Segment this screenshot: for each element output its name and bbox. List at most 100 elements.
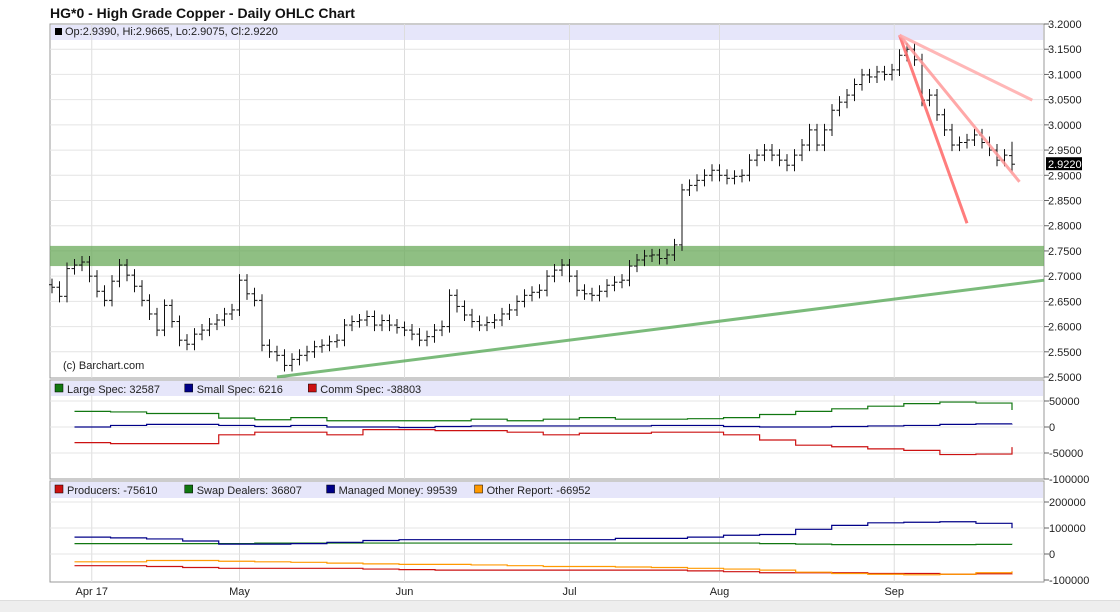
y-tick-label: 3.1500 xyxy=(1048,44,1082,56)
ohlc-bar xyxy=(874,65,880,84)
y-tick-label: 2.6500 xyxy=(1048,296,1082,308)
ohlc-bar xyxy=(469,308,475,328)
ohlc-bar xyxy=(169,299,175,328)
legend-swatch xyxy=(326,484,335,494)
ohlc-bar xyxy=(716,164,723,182)
resistance-zone xyxy=(50,245,1044,267)
ohlc-bar xyxy=(251,287,258,307)
y-tick-label: 0 xyxy=(1049,549,1055,561)
legend-swatch xyxy=(184,383,193,393)
y-tick-label: 3.1000 xyxy=(1048,69,1082,81)
x-tick-label: Apr 17 xyxy=(76,586,108,598)
ohlc-bar xyxy=(1009,141,1015,172)
y-tick-label: 2.9000 xyxy=(1048,170,1082,182)
ohlc-bar xyxy=(964,133,970,149)
x-tick-label: May xyxy=(229,586,250,598)
y-tick-label: 2.8500 xyxy=(1048,196,1082,208)
ohlc-bar xyxy=(859,68,865,91)
ohlc-bar xyxy=(386,314,393,332)
ohlc-bar xyxy=(619,274,625,289)
ohlc-bar xyxy=(521,289,528,308)
ohlc-bar xyxy=(259,294,265,352)
ohlc-bar xyxy=(949,123,955,152)
cot-series-line xyxy=(74,429,1013,456)
ohlc-bar xyxy=(394,319,400,334)
ohlc-bar xyxy=(94,270,100,298)
ohlc-bar xyxy=(806,123,813,152)
cot-series-line xyxy=(74,401,1013,422)
y-tick-label: 2.7000 xyxy=(1048,271,1082,283)
ohlc-bar xyxy=(109,275,115,307)
ohlc-bar xyxy=(821,123,828,152)
ohlc-bar xyxy=(439,320,445,337)
bottom-scroll-strip[interactable] xyxy=(0,600,1120,612)
ohlc-bar xyxy=(86,255,93,283)
y-tick-label: 2.6000 xyxy=(1048,322,1082,334)
ohlc-readout: Op:2.9390, Hi:2.9665, Lo:2.9075, Cl:2.92… xyxy=(65,26,278,38)
ohlc-bar xyxy=(896,49,903,76)
legend-label: Other Report: -66952 xyxy=(487,485,591,497)
last-price-tag xyxy=(1046,157,1082,171)
ohlc-bar xyxy=(844,89,850,109)
ohlc-bar xyxy=(146,294,153,321)
ohlc-bar xyxy=(236,274,243,316)
ohlc-bar xyxy=(491,313,498,329)
ohlc-bar xyxy=(776,149,783,167)
ohlc-bar xyxy=(731,170,738,185)
ohlc-bar xyxy=(581,284,588,300)
ohlc-bar xyxy=(101,285,108,307)
ohlc-bar xyxy=(499,307,505,327)
cot-series-line xyxy=(74,559,1013,576)
cot-series-line xyxy=(74,565,1013,575)
resistance-fan-line xyxy=(898,34,1021,183)
ohlc-bar xyxy=(71,259,78,275)
ohlc-bar xyxy=(649,248,655,263)
y-tick-label: -100000 xyxy=(1049,474,1089,486)
y-tick-label: 2.5500 xyxy=(1048,347,1082,359)
ohlc-bar xyxy=(544,270,550,297)
ohlc-bar xyxy=(319,339,325,353)
ohlc-bar xyxy=(514,295,520,316)
ohlc-bar xyxy=(784,154,790,172)
ohlc-bar xyxy=(484,316,490,332)
pane-1-legend-band xyxy=(51,25,1043,40)
ohlc-bar xyxy=(401,321,408,337)
y-tick-label: 3.2000 xyxy=(1048,19,1082,31)
ohlc-bar xyxy=(341,319,348,347)
ohlc-bar xyxy=(356,313,363,328)
legend-swatch xyxy=(55,28,62,35)
ohlc-bar xyxy=(566,259,573,283)
ohlc-bar xyxy=(746,154,753,182)
ohlc-bar xyxy=(971,128,978,147)
cot-series-line xyxy=(74,423,1013,429)
ohlc-bar xyxy=(529,286,535,302)
ohlc-bar xyxy=(694,174,700,192)
ohlc-bar xyxy=(49,278,55,294)
ohlc-bar xyxy=(124,259,130,282)
ohlc-bar xyxy=(791,149,798,172)
ohlc-bar xyxy=(461,300,468,322)
legend-label: Large Spec: 32587 xyxy=(67,384,160,396)
ohlc-bar xyxy=(289,353,295,372)
ohlc-bar xyxy=(214,313,220,331)
legend-label: Swap Dealers: 36807 xyxy=(197,485,302,497)
ohlc-bar xyxy=(281,349,288,372)
ohlc-bar xyxy=(634,253,640,273)
ohlc-bar xyxy=(709,164,715,182)
ohlc-bar xyxy=(679,183,685,251)
ohlc-bar xyxy=(664,248,670,265)
ohlc-bar xyxy=(416,328,423,347)
ohlc-bar xyxy=(506,303,513,321)
ohlc-bar xyxy=(476,315,483,332)
y-tick-label: 3.0000 xyxy=(1048,120,1082,132)
ohlc-bar xyxy=(754,149,760,167)
y-tick-label: 100000 xyxy=(1049,523,1086,535)
ohlc-bar xyxy=(311,340,318,358)
y-tick-label: 50000 xyxy=(1049,396,1080,408)
ohlc-bar xyxy=(154,307,160,337)
last-price-label: 2.9220 xyxy=(1048,159,1082,171)
cot-series-line xyxy=(74,521,1013,545)
cot-series-line xyxy=(74,542,1013,546)
y-tick-label: -50000 xyxy=(1049,448,1083,460)
ohlc-bar xyxy=(881,65,888,81)
